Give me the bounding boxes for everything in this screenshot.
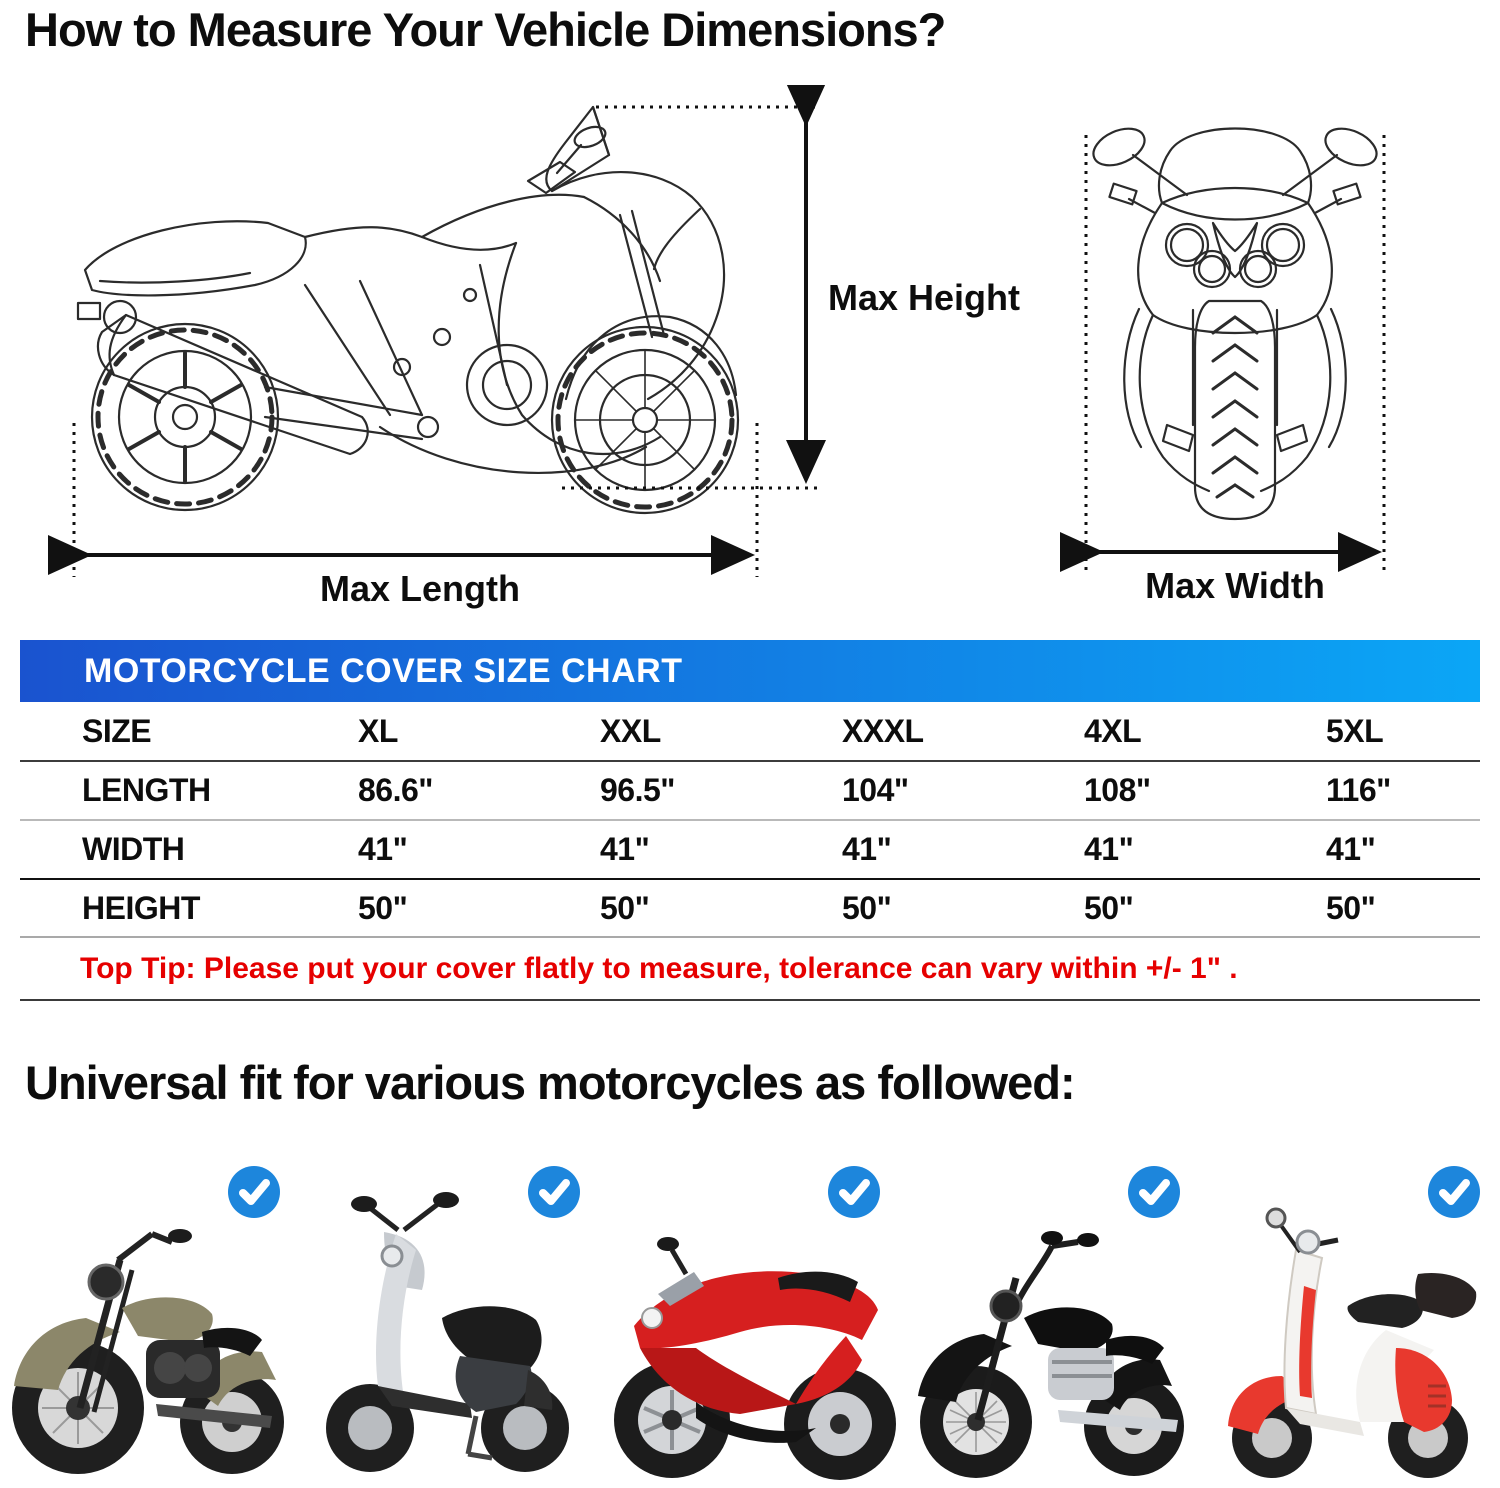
col-header: XXL: [600, 712, 661, 749]
max-height-label: Max Height: [828, 277, 1021, 318]
row-label: WIDTH: [82, 831, 185, 867]
row-label: HEIGHT: [82, 889, 200, 926]
universal-fit-heading: Universal fit for various motorcycles as…: [25, 1056, 1076, 1109]
page-title: How to Measure Your Vehicle Dimensions?: [25, 3, 946, 56]
silver-scooter-image: [326, 1192, 569, 1472]
cell-value: 50": [1326, 889, 1376, 926]
cell-value: 50": [842, 889, 892, 926]
table-row-height: HEIGHT 50" 50" 50" 50" 50": [20, 880, 1480, 938]
col-header: XXXL: [842, 712, 924, 749]
motorcycle-side-view-drawing: [76, 105, 740, 515]
cell-value: 41": [1084, 831, 1134, 867]
motorcycle-front-view-drawing: [1092, 127, 1378, 521]
cell-value: 108": [1084, 772, 1151, 808]
cell-value: 41": [842, 831, 892, 867]
cell-value: 96.5": [600, 772, 675, 808]
bike-card-vintage-scooter: [1200, 1160, 1500, 1488]
col-header: 5XL: [1326, 712, 1384, 749]
cell-value: 41": [600, 831, 650, 867]
olive-cruiser-image: [12, 1229, 284, 1474]
black-cruiser-image: [918, 1231, 1184, 1478]
bike-card-black-cruiser: [900, 1160, 1200, 1488]
bike-card-red-sportbike: [600, 1160, 900, 1488]
table-row-size: SIZE XL XXL XXXL 4XL 5XL: [20, 702, 1480, 762]
col-header: XL: [358, 712, 398, 749]
cell-value: 41": [358, 831, 408, 867]
vintage-scooter-image: [1228, 1207, 1477, 1478]
size-chart-header: MOTORCYCLE COVER SIZE CHART: [20, 640, 1480, 702]
col-header: SIZE: [82, 712, 152, 749]
check-badge-icon: [228, 1166, 280, 1218]
cell-value: 50": [1084, 889, 1134, 926]
cell-value: 41": [1326, 831, 1376, 867]
table-row-length: LENGTH 86.6" 96.5" 104" 108" 116": [20, 762, 1480, 821]
bike-card-olive-cruiser: [0, 1160, 300, 1488]
cell-value: 86.6": [358, 772, 433, 808]
row-label: LENGTH: [82, 772, 211, 808]
cell-value: 50": [358, 889, 408, 926]
bikes-strip: [0, 1160, 1500, 1488]
size-chart-tip: Top Tip: Please put your cover flatly to…: [20, 938, 1480, 1001]
max-length-label: Max Length: [319, 568, 520, 609]
cell-value: 50": [600, 889, 650, 926]
bike-card-silver-scooter: [300, 1160, 600, 1488]
check-badge-icon: [1128, 1166, 1180, 1218]
table-row-width: WIDTH 41" 41" 41" 41" 41": [20, 821, 1480, 880]
size-chart-table: MOTORCYCLE COVER SIZE CHART SIZE XL XXL …: [20, 640, 1480, 1001]
max-width-label: Max Width: [1145, 565, 1325, 606]
check-badge-icon: [828, 1166, 880, 1218]
cell-value: 116": [1326, 772, 1391, 808]
cell-value: 104": [842, 772, 909, 808]
dimension-arrows: [48, 85, 1386, 577]
red-sportbike-image: [614, 1237, 896, 1480]
check-badge-icon: [528, 1166, 580, 1218]
check-badge-icon: [1428, 1166, 1480, 1218]
col-header: 4XL: [1084, 712, 1142, 749]
